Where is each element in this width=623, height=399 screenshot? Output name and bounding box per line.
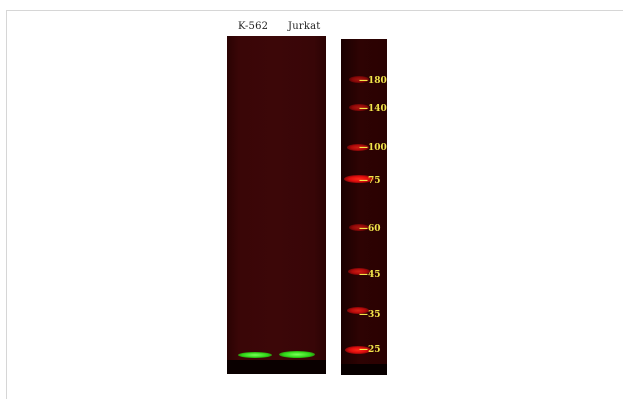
marker-label-180: —180 — [359, 76, 387, 86]
marker-label-140: —140 — [359, 104, 387, 114]
blot-dark-edge — [227, 360, 326, 374]
marker-label-100: —100 — [359, 143, 387, 153]
image-frame — [6, 10, 623, 399]
green-band-k562 — [238, 352, 272, 358]
ladder-band-75 — [344, 175, 374, 183]
western-blot-membrane — [227, 36, 326, 374]
green-band-jurkat — [279, 351, 315, 358]
lane-label-k562: K-562 — [238, 21, 269, 32]
ladder-band-35 — [347, 307, 369, 314]
marker-label-60: —60 — [359, 224, 381, 234]
marker-label-35: —35 — [359, 310, 381, 320]
ladder-band-60 — [349, 224, 369, 231]
ladder-dark-edge — [341, 364, 387, 375]
ladder-band-140 — [349, 104, 369, 111]
ladder-band-45 — [348, 268, 370, 275]
ladder-band-25 — [345, 346, 371, 354]
lane-label-jurkat: Jurkat — [288, 21, 321, 32]
ladder-band-100 — [347, 144, 369, 151]
marker-label-75: —75 — [359, 176, 381, 186]
marker-label-45: —45 — [359, 270, 381, 280]
molecular-weight-ladder: —180 —140 —100 —75 —60 —45 —35 —25 — [341, 39, 387, 375]
ladder-band-180 — [349, 76, 369, 83]
marker-label-25: —25 — [359, 345, 381, 355]
